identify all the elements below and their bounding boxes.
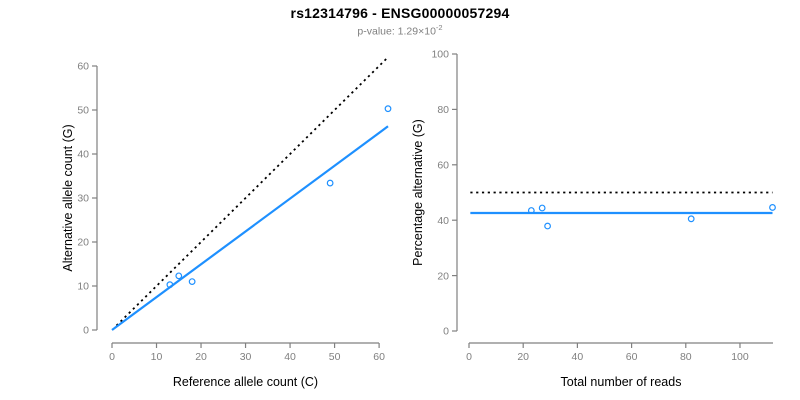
- x-tick-label: 40: [284, 351, 296, 363]
- identity-line: [115, 56, 389, 327]
- data-point: [175, 272, 183, 280]
- x-axis-title: Total number of reads: [561, 375, 682, 389]
- y-tick-label: 30: [77, 193, 89, 205]
- data-point: [166, 281, 174, 289]
- x-tick-label: 0: [109, 351, 115, 363]
- data-point: [188, 278, 196, 286]
- data-point: [769, 204, 776, 211]
- y-tick-label: 40: [437, 215, 449, 227]
- allele-counts-scatter: 0 10 20 30 40 50 60 0 10 20 30 40 50 60 Reference alle…: [61, 56, 392, 389]
- y-tick-label: 50: [77, 105, 89, 117]
- x-axis-title: Reference allele count (C): [173, 375, 318, 389]
- pvalue-exponent: -2: [435, 23, 443, 32]
- y-tick-label: 20: [77, 237, 89, 249]
- y-tick-label: 60: [437, 159, 449, 171]
- y-tick-label: 60: [77, 61, 89, 73]
- x-tick-label: 60: [626, 351, 638, 363]
- data-point: [384, 105, 392, 113]
- regression-line: [111, 125, 389, 331]
- y-tick-label: 100: [431, 49, 449, 61]
- figure-title: rs12314796 - ENSG00000057294: [290, 5, 510, 21]
- data-point: [326, 179, 334, 187]
- x-tick-label: 0: [466, 351, 472, 363]
- x-tick-label: 10: [151, 351, 163, 363]
- pvalue-text: p-value: 1.29×10: [357, 25, 436, 38]
- data-point: [544, 222, 551, 230]
- data-point: [527, 207, 535, 214]
- x-tick-label: 40: [572, 351, 584, 363]
- figure-subtitle: p-value: 1.29×10-2: [0, 23, 800, 38]
- x-tick-label: 60: [373, 351, 385, 363]
- percentage-vs-reads-scatter: 0 20 40 60 80 100 0 20 40 60 80 100 Total number of …: [411, 49, 776, 389]
- y-tick-label: 40: [77, 149, 89, 161]
- data-point: [538, 204, 546, 212]
- y-tick-label: 20: [437, 270, 449, 282]
- y-axis-title: Alternative allele count (G): [61, 124, 75, 271]
- x-tick-label: 20: [195, 351, 207, 363]
- data-point: [687, 215, 695, 223]
- y-tick-label: 80: [437, 104, 449, 116]
- y-tick-label: 0: [83, 325, 89, 337]
- x-tick-label: 30: [240, 351, 252, 363]
- x-tick-label: 100: [731, 351, 749, 363]
- x-tick-label: 80: [680, 351, 692, 363]
- y-tick-label: 10: [77, 281, 89, 293]
- y-axis-title: Percentage alternative (G): [411, 119, 425, 266]
- x-tick-label: 20: [517, 351, 529, 363]
- y-tick-label: 0: [443, 326, 449, 338]
- x-tick-label: 50: [329, 351, 341, 363]
